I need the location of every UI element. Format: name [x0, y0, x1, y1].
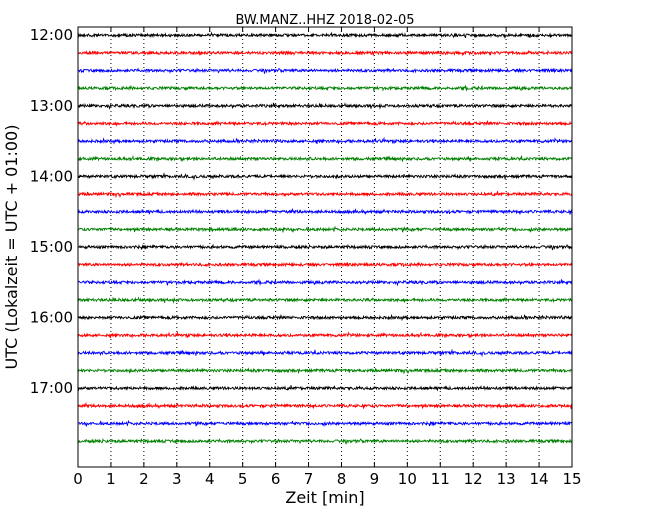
- x-tick-label: 13: [497, 470, 516, 488]
- y-tick-label: 14:00: [30, 167, 73, 185]
- trace-line: [77, 296, 573, 304]
- trace-line: [77, 437, 573, 445]
- x-tick-label: 4: [205, 470, 215, 488]
- y-tick-label: 12:00: [30, 26, 73, 44]
- y-tick-label: 15:00: [30, 238, 73, 256]
- trace-line: [77, 348, 573, 358]
- trace-line: [77, 243, 573, 251]
- trace-line: [77, 384, 573, 392]
- trace-line: [77, 119, 573, 127]
- trace-line: [77, 367, 573, 375]
- trace-line: [77, 84, 573, 92]
- x-tick-label: 8: [337, 470, 347, 488]
- x-tick-label: 6: [271, 470, 281, 488]
- x-tick-label: 7: [304, 470, 314, 488]
- x-tick-label: 3: [172, 470, 182, 488]
- y-tick-label: 13:00: [30, 97, 73, 115]
- x-tick-label: 14: [530, 470, 549, 488]
- x-tick-label: 1: [106, 470, 116, 488]
- trace-line: [77, 330, 573, 339]
- y-tick-label: 17:00: [30, 379, 73, 397]
- x-tick-label: 11: [431, 470, 450, 488]
- trace-line: [77, 155, 573, 163]
- x-tick-label: 9: [370, 470, 380, 488]
- x-tick-label: 0: [73, 470, 83, 488]
- trace-line: [77, 49, 573, 57]
- chart-title: BW.MANZ..HHZ 2018-02-05: [235, 13, 414, 28]
- x-tick-label: 12: [464, 470, 483, 488]
- trace-line: [77, 102, 573, 111]
- x-tick-label: 10: [398, 470, 417, 488]
- x-tick-label: 5: [238, 470, 248, 488]
- trace-line: [77, 313, 573, 322]
- y-axis: 12:00 13:00 14:00 15:00 16:00 17:00: [30, 26, 572, 397]
- x-tick-label: 15: [562, 470, 581, 488]
- trace-line: [77, 419, 573, 427]
- y-tick-label: 16:00: [30, 309, 73, 327]
- trace-line: [77, 401, 573, 410]
- x-axis: 0 1 2 3 4 5 6 7 8 9 10 11 12 13 14 15: [73, 27, 582, 488]
- trace-line: [77, 172, 573, 181]
- trace-line: [77, 136, 573, 145]
- trace-line: [77, 67, 573, 75]
- seismic-traces: [77, 31, 573, 445]
- y-axis-label: UTC (Lokalzeit = UTC + 01:00): [2, 125, 21, 370]
- x-axis-label: Zeit [min]: [285, 488, 364, 507]
- trace-line: [77, 225, 573, 233]
- trace-line: [77, 261, 573, 268]
- trace-line: [77, 207, 573, 216]
- trace-line: [77, 31, 573, 40]
- trace-line: [77, 190, 573, 199]
- x-tick-label: 2: [139, 470, 149, 488]
- trace-line: [77, 278, 573, 287]
